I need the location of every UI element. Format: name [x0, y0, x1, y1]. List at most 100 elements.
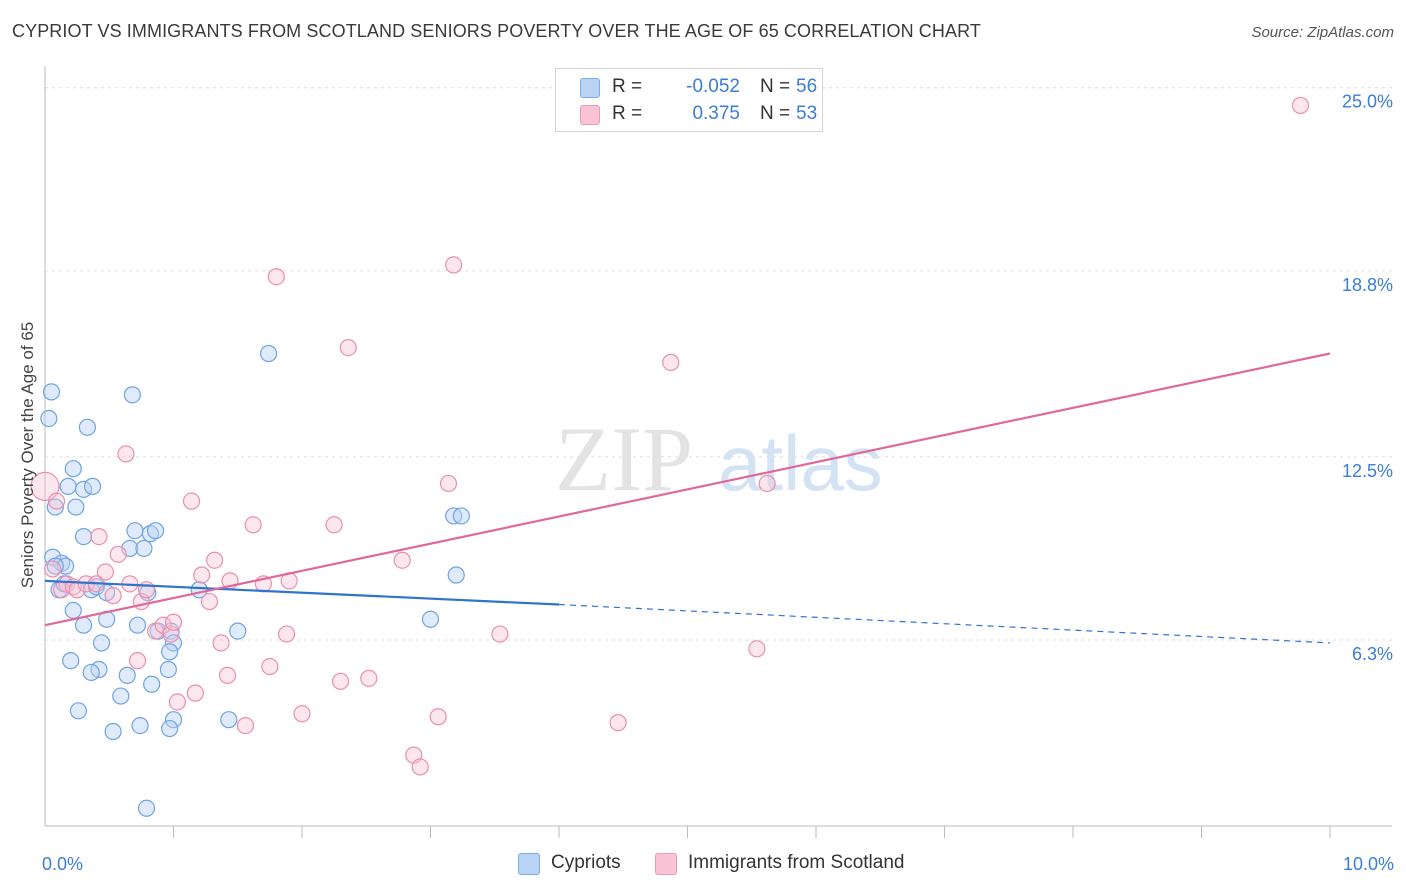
legend-swatch-cypriots	[580, 78, 600, 98]
r-value-cypriots: -0.052	[686, 76, 740, 97]
cypriots-point	[143, 675, 161, 693]
cypriots-point	[83, 477, 102, 495]
scotland-point	[90, 527, 108, 546]
scotland-point	[212, 634, 230, 652]
scotland-point	[293, 705, 311, 723]
cypriots-point	[452, 507, 470, 525]
cypriots-point	[447, 566, 465, 584]
x-tick-label-min: 0.0%	[42, 854, 83, 874]
y-tick-label: 25.0%	[1342, 92, 1393, 112]
cypriots-point	[220, 711, 238, 729]
scotland-point	[331, 672, 350, 690]
scotland-point	[218, 666, 237, 684]
cypriots-trend-line	[44, 579, 560, 606]
scotland-trend-line	[44, 352, 1331, 627]
cypriots-point	[164, 711, 183, 729]
trend-lines	[44, 352, 1331, 644]
n-label: N =	[760, 76, 791, 97]
scotland-point	[360, 669, 378, 687]
x-tick-label-max: 10.0%	[1343, 854, 1394, 874]
cypriots-point	[74, 527, 93, 546]
scotland-point	[1291, 96, 1310, 115]
bottom-swatch-cypriots	[518, 853, 540, 875]
watermark-atlas: atlas	[718, 419, 883, 507]
bottom-swatch-scotland	[655, 853, 677, 875]
y-axis-label: Seniors Poverty Over the Age of 65	[18, 321, 37, 589]
scotland-point	[445, 256, 463, 274]
cypriots-point	[40, 409, 58, 428]
legend-swatch-scotland	[580, 105, 600, 125]
cypriots-point	[141, 525, 159, 543]
scotland-point	[491, 625, 509, 643]
cypriots-point	[131, 716, 149, 735]
scotland-point	[44, 560, 62, 578]
cypriots-point	[62, 652, 80, 670]
scotland-point	[193, 566, 211, 584]
cypriots-point	[46, 498, 64, 516]
scatter-points	[30, 96, 1310, 817]
scotland-point	[117, 445, 135, 463]
cypriots-point	[159, 660, 177, 679]
cypriots-point	[64, 460, 82, 478]
cypriots-point	[161, 643, 179, 661]
scotland-point	[393, 551, 411, 569]
cypriots-point	[137, 799, 156, 817]
scotland-point	[662, 353, 680, 371]
scotland-point	[182, 492, 201, 510]
scotland-point	[439, 474, 458, 493]
cypriots-point	[126, 522, 144, 540]
cypriots-point	[135, 539, 153, 558]
r-label: R =	[612, 76, 643, 97]
n-value-scotland: 53	[796, 103, 818, 124]
scotland-point	[325, 516, 343, 534]
cypriots-point	[78, 418, 97, 436]
cypriots-point	[161, 719, 179, 738]
scotland-point	[109, 545, 127, 563]
y-tick-label: 6.3%	[1352, 644, 1393, 664]
legend-label-cypriots: Cypriots	[551, 852, 621, 873]
cypriots-point	[46, 557, 64, 575]
scotland-point	[96, 563, 114, 581]
cypriots-point	[69, 702, 88, 720]
watermark-zip: ZIP	[555, 408, 693, 510]
n-value-cypriots: 56	[796, 76, 818, 97]
cypriots-point	[128, 616, 147, 634]
cypriots-point	[229, 622, 247, 640]
scotland-point	[609, 714, 627, 732]
cypriots-trend-extension	[558, 603, 1331, 644]
scotland-point	[206, 551, 224, 569]
cypriots-point	[259, 344, 278, 363]
cypriots-point	[67, 498, 85, 516]
cypriots-point	[42, 383, 61, 401]
n-label: N =	[760, 103, 791, 124]
r-value-scotland: 0.375	[692, 103, 740, 124]
r-label: R =	[612, 103, 643, 124]
scotland-point	[104, 587, 122, 605]
legend-label-scotland: Immigrants from Scotland	[688, 852, 905, 873]
cypriots-point	[112, 687, 130, 705]
cypriots-point	[104, 722, 122, 741]
cypriots-point	[74, 616, 93, 634]
scotland-point	[277, 625, 296, 643]
cypriots-point	[118, 666, 136, 684]
scotland-point	[47, 492, 66, 510]
scotland-point	[748, 640, 766, 658]
scotland-point	[168, 693, 186, 711]
scotland-point	[411, 758, 429, 776]
scotland-point	[30, 471, 60, 501]
y-tick-label: 12.5%	[1342, 461, 1393, 481]
y-tick-label: 18.8%	[1342, 275, 1393, 295]
scotland-point	[186, 684, 204, 702]
gridlines	[45, 87, 1392, 641]
cypriots-point	[92, 634, 111, 652]
cypriots-point	[64, 601, 82, 620]
scotland-point	[200, 592, 219, 611]
scotland-point	[128, 652, 147, 670]
scotland-point	[236, 716, 255, 735]
scotland-point	[758, 474, 776, 493]
chart-title: CYPRIOT VS IMMIGRANTS FROM SCOTLAND SENI…	[12, 21, 981, 41]
axes	[44, 66, 1392, 838]
tick-labels: 6.3% 12.5% 18.8% 25.0% 0.0% 10.0%	[42, 92, 1394, 874]
correlation-legend: R = -0.052 N = 56 R = 0.375 N = 53	[555, 68, 823, 132]
